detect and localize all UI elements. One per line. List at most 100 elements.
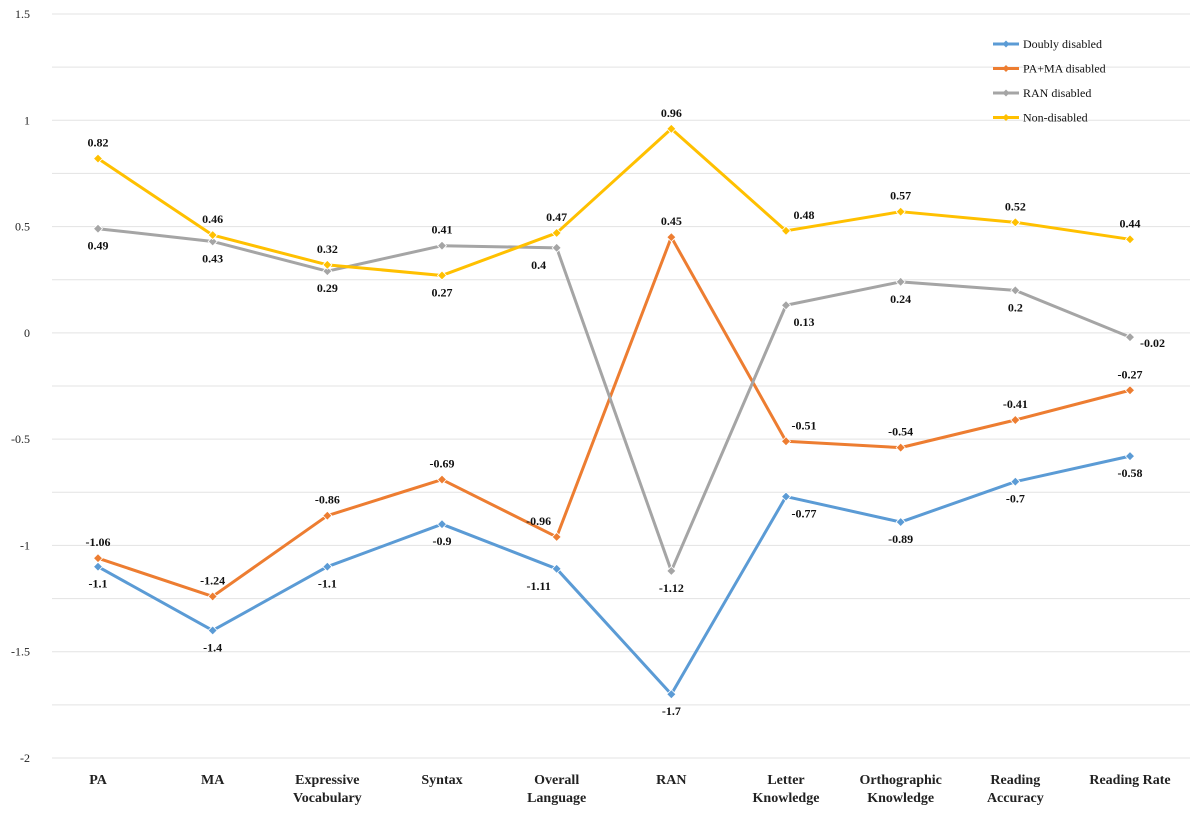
legend-swatch-marker: [1002, 65, 1010, 72]
x-category-label: Overall Language: [527, 773, 586, 806]
legend-swatch-marker: [1002, 40, 1010, 48]
series-line: [97, 227, 1131, 573]
data-label: 0.44: [1120, 216, 1141, 230]
data-label: 0.45: [661, 214, 682, 228]
data-label: -0.86: [315, 493, 340, 507]
y-tick-label: 1: [24, 113, 30, 127]
data-point: [322, 510, 333, 521]
data-point: [666, 123, 677, 134]
data-label: 0.46: [202, 212, 223, 226]
legend-label: Non-disabled: [1023, 111, 1088, 125]
y-tick-label: -0.5: [11, 432, 30, 446]
data-label: 0.27: [432, 285, 453, 299]
data-label: -1.24: [200, 573, 225, 587]
data-label: -0.9: [433, 534, 452, 548]
data-label: 0.2: [1008, 300, 1023, 314]
data-label: -0.54: [888, 425, 913, 439]
series-line: [97, 235, 1131, 598]
x-category-label: MA: [201, 773, 225, 788]
y-tick-label: 1.5: [15, 7, 30, 21]
data-label: -1.11: [526, 579, 550, 593]
data-point: [780, 300, 792, 311]
series-ran-disabled: [92, 223, 1136, 577]
data-label: 0.47: [546, 210, 567, 224]
data-label: -1.12: [659, 581, 684, 595]
data-point: [207, 591, 218, 602]
x-category-label-line: Language: [527, 791, 586, 806]
x-category-label-line: Accuracy: [987, 791, 1044, 806]
data-point: [1010, 285, 1021, 296]
legend-label: Doubly disabled: [1023, 37, 1102, 51]
data-label: 0.52: [1005, 199, 1026, 213]
data-point: [895, 442, 906, 453]
data-label: 0.32: [317, 242, 338, 256]
data-label: -0.77: [792, 507, 817, 521]
x-category-label: Letter Knowledge: [753, 773, 820, 806]
y-axis-ticks: 1.5 1 0.5 0 -0.5 -1 -1.5 -2: [11, 7, 30, 765]
data-label: 0.43: [202, 251, 223, 265]
data-label: -1.1: [318, 577, 337, 591]
data-label: 0.29: [317, 281, 338, 295]
data-label: -0.89: [888, 532, 913, 546]
data-label: 0.24: [890, 292, 911, 306]
data-point: [436, 270, 448, 281]
data-point: [895, 516, 906, 528]
x-category-label: Orthographic Knowledge: [859, 773, 941, 806]
legend-label: PA+MA disabled: [1023, 62, 1106, 76]
data-point: [1010, 414, 1021, 426]
x-category-label: PA: [89, 773, 108, 788]
data-label: 0.82: [88, 136, 109, 150]
data-point: [1124, 385, 1136, 396]
y-tick-label: -1: [20, 538, 30, 552]
x-category-label: Reading Rate: [1089, 773, 1170, 788]
data-label: -0.69: [430, 457, 455, 471]
legend-item: Non-disabled: [993, 111, 1088, 125]
data-point: [92, 153, 104, 164]
data-point: [207, 625, 218, 636]
data-point: [436, 474, 448, 485]
series-doubly-disabled: [92, 451, 1136, 700]
data-label: -0.96: [526, 514, 551, 528]
data-point: [92, 553, 104, 564]
data-label: -0.27: [1118, 367, 1143, 381]
data-point: [322, 561, 333, 572]
x-category-label-line: MA: [201, 773, 225, 788]
data-point: [780, 436, 792, 447]
y-tick-label: 0.5: [15, 220, 30, 234]
data-label: -0.41: [1003, 397, 1028, 411]
data-point: [207, 236, 218, 247]
data-point: [780, 491, 792, 502]
x-category-label: RAN: [656, 773, 686, 788]
series-lines: [92, 123, 1136, 700]
x-category-label: Syntax: [421, 773, 462, 788]
data-label: -1.4: [203, 640, 222, 654]
legend-item: Doubly disabled: [993, 37, 1102, 51]
data-label: -0.51: [792, 418, 817, 432]
data-label: 0.13: [794, 315, 815, 329]
data-point: [666, 565, 677, 577]
data-point: [780, 225, 792, 236]
data-point: [551, 531, 562, 542]
data-point: [322, 259, 333, 270]
x-category-label-line: Knowledge: [753, 791, 820, 806]
data-point: [551, 242, 562, 253]
data-point: [666, 689, 677, 700]
data-label: 0.48: [794, 208, 815, 222]
data-point: [1010, 476, 1021, 487]
data-label: -0.02: [1140, 336, 1165, 350]
x-category-label-line: Knowledge: [867, 791, 934, 806]
data-point: [1124, 332, 1136, 343]
data-point: [895, 276, 906, 287]
data-point: [436, 519, 448, 530]
grid-lines: [52, 13, 1190, 759]
data-point: [322, 266, 333, 277]
legend-item: RAN disabled: [993, 86, 1091, 100]
data-point: [1010, 217, 1021, 228]
y-tick-label: 0: [24, 326, 30, 340]
y-tick-label: -1.5: [11, 645, 30, 659]
data-point: [1124, 451, 1136, 462]
x-category-label-line: Syntax: [421, 773, 462, 788]
data-point: [551, 563, 562, 574]
legend-item: PA+MA disabled: [993, 62, 1106, 76]
legend-swatch-marker: [1002, 89, 1010, 97]
